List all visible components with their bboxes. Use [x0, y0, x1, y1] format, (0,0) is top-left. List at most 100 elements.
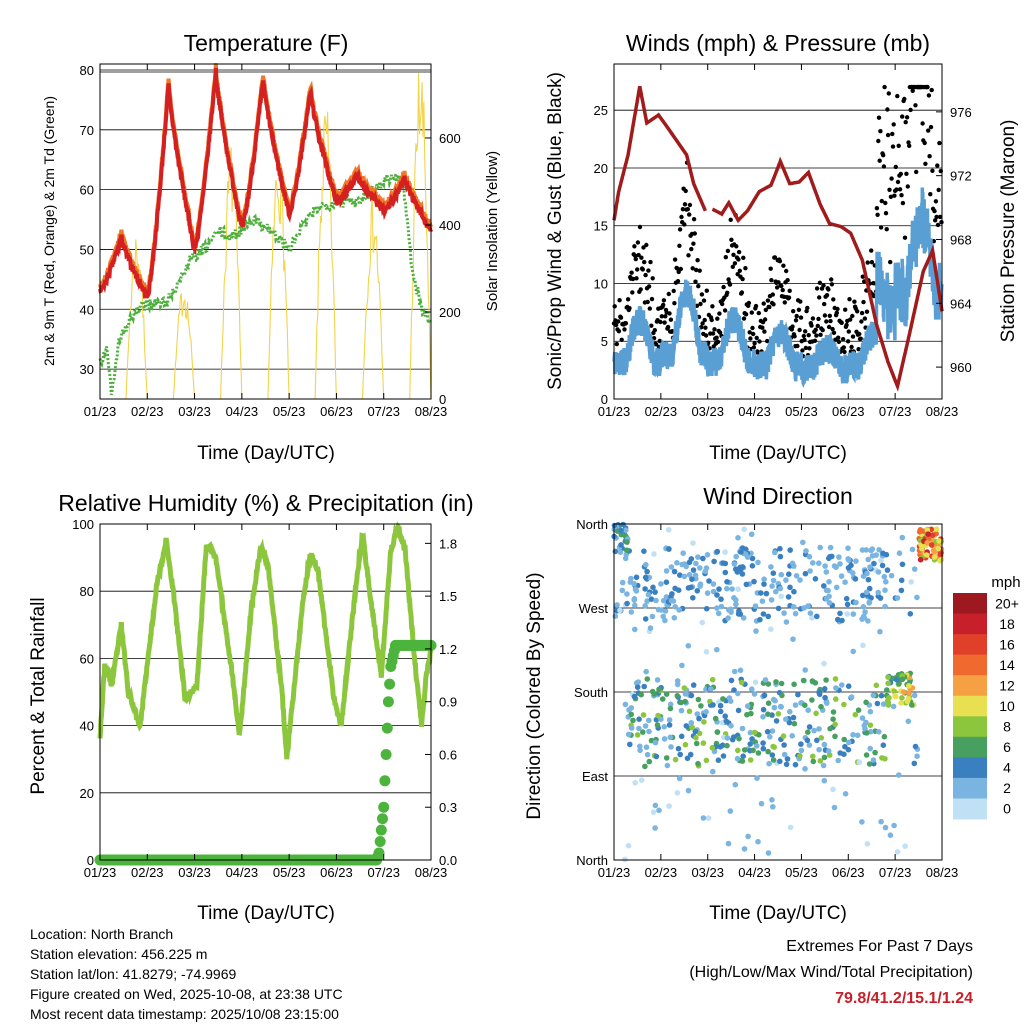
winds-title: Winds (mph) & Pressure (mb) [626, 30, 930, 56]
direction-point [863, 752, 870, 758]
gust-point [753, 303, 759, 309]
direction-point [865, 556, 871, 563]
direction-point [661, 736, 668, 742]
direction-point [625, 842, 632, 849]
direction-point [888, 572, 895, 579]
precip-point [375, 824, 387, 836]
direction-point [826, 600, 833, 606]
direction-point [754, 775, 760, 781]
direction-point [704, 552, 711, 558]
direction-point [914, 753, 920, 759]
gust-point [730, 264, 735, 269]
gust-point [850, 313, 855, 319]
solar-insolation-series [125, 72, 432, 400]
direction-point [720, 696, 726, 702]
direction-point [634, 732, 641, 738]
direction-point [768, 564, 774, 570]
colorbar-label: 8 [1003, 719, 1011, 735]
gust-point [613, 322, 619, 328]
station-latlon: Station lat/lon: 41.8279; -74.9969 [30, 966, 237, 982]
direction-point [677, 751, 683, 758]
gust-point [848, 317, 853, 322]
direction-point [667, 705, 674, 712]
gust-point [691, 241, 696, 246]
direction-point [810, 560, 816, 566]
direction-point [787, 547, 793, 553]
direction-point [924, 540, 930, 546]
gust-point [892, 193, 897, 198]
direction-point [735, 707, 742, 714]
direction-point [898, 577, 905, 584]
direction-point [680, 550, 686, 556]
gust-point [836, 335, 841, 340]
direction-point [688, 720, 695, 726]
gust-point [800, 348, 805, 353]
direction-point [820, 762, 827, 769]
direction-point [809, 697, 815, 703]
direction-point [630, 717, 636, 724]
direction-point [760, 745, 767, 752]
gust-point [849, 344, 854, 350]
gust-point [770, 292, 775, 297]
y-tick-label: 0 [601, 392, 608, 407]
gust-point [672, 301, 677, 306]
x-tick-label: 03/23 [178, 865, 211, 880]
humidity-chart: Relative Humidity (%) & Precipitation (i… [28, 490, 474, 924]
precip-point [374, 836, 386, 847]
gust-point [810, 316, 816, 321]
gust-point [817, 280, 823, 285]
direction-point [873, 682, 880, 689]
colorbar-label: 2 [1003, 780, 1011, 796]
direction-point [683, 723, 690, 729]
x-tick-label: 02/23 [645, 865, 678, 880]
gust-point [829, 277, 834, 282]
gust-point [812, 338, 818, 343]
direction-point [714, 592, 720, 598]
direction-point [784, 756, 791, 762]
direction-point [655, 712, 661, 719]
direction-point [737, 611, 744, 617]
gust-point [702, 317, 707, 323]
direction-point [822, 694, 828, 701]
direction-point [690, 595, 696, 601]
gust-point [858, 336, 863, 341]
direction-point [792, 761, 799, 768]
gust-point [658, 319, 663, 325]
gust-point [815, 323, 820, 329]
gust-point [720, 301, 725, 307]
direction-point [628, 725, 635, 731]
direction-point [656, 686, 662, 693]
direction-point [671, 568, 678, 575]
gust-point [785, 278, 790, 283]
direction-point [659, 696, 666, 702]
direction-point [892, 692, 898, 699]
direction-point [906, 690, 912, 697]
direction-point [740, 753, 746, 759]
direction-point [905, 695, 912, 702]
direction-point [783, 619, 790, 625]
gust-point [743, 312, 749, 317]
gust-point [665, 324, 671, 330]
gust-point [699, 292, 705, 297]
x-tick-label: 08/23 [926, 404, 959, 419]
colorbar-swatch [953, 777, 987, 799]
direction-point [752, 679, 759, 685]
direction-point [800, 677, 807, 684]
direction-point [697, 565, 703, 571]
direction-point [617, 607, 623, 614]
direction-point [704, 590, 711, 596]
gust-point [776, 280, 781, 285]
gust-point [736, 249, 742, 255]
direction-point [651, 551, 657, 557]
gust-point [937, 214, 943, 220]
colorbar-label: 4 [1003, 760, 1011, 776]
direction-point [821, 583, 827, 589]
direction-point [882, 587, 888, 593]
gust-point [690, 266, 695, 271]
direction-point [928, 542, 935, 548]
gust-point [824, 293, 830, 298]
direction-point [678, 707, 685, 714]
direction-point [724, 579, 730, 585]
direction-point [672, 756, 679, 763]
direction-point [640, 729, 646, 735]
